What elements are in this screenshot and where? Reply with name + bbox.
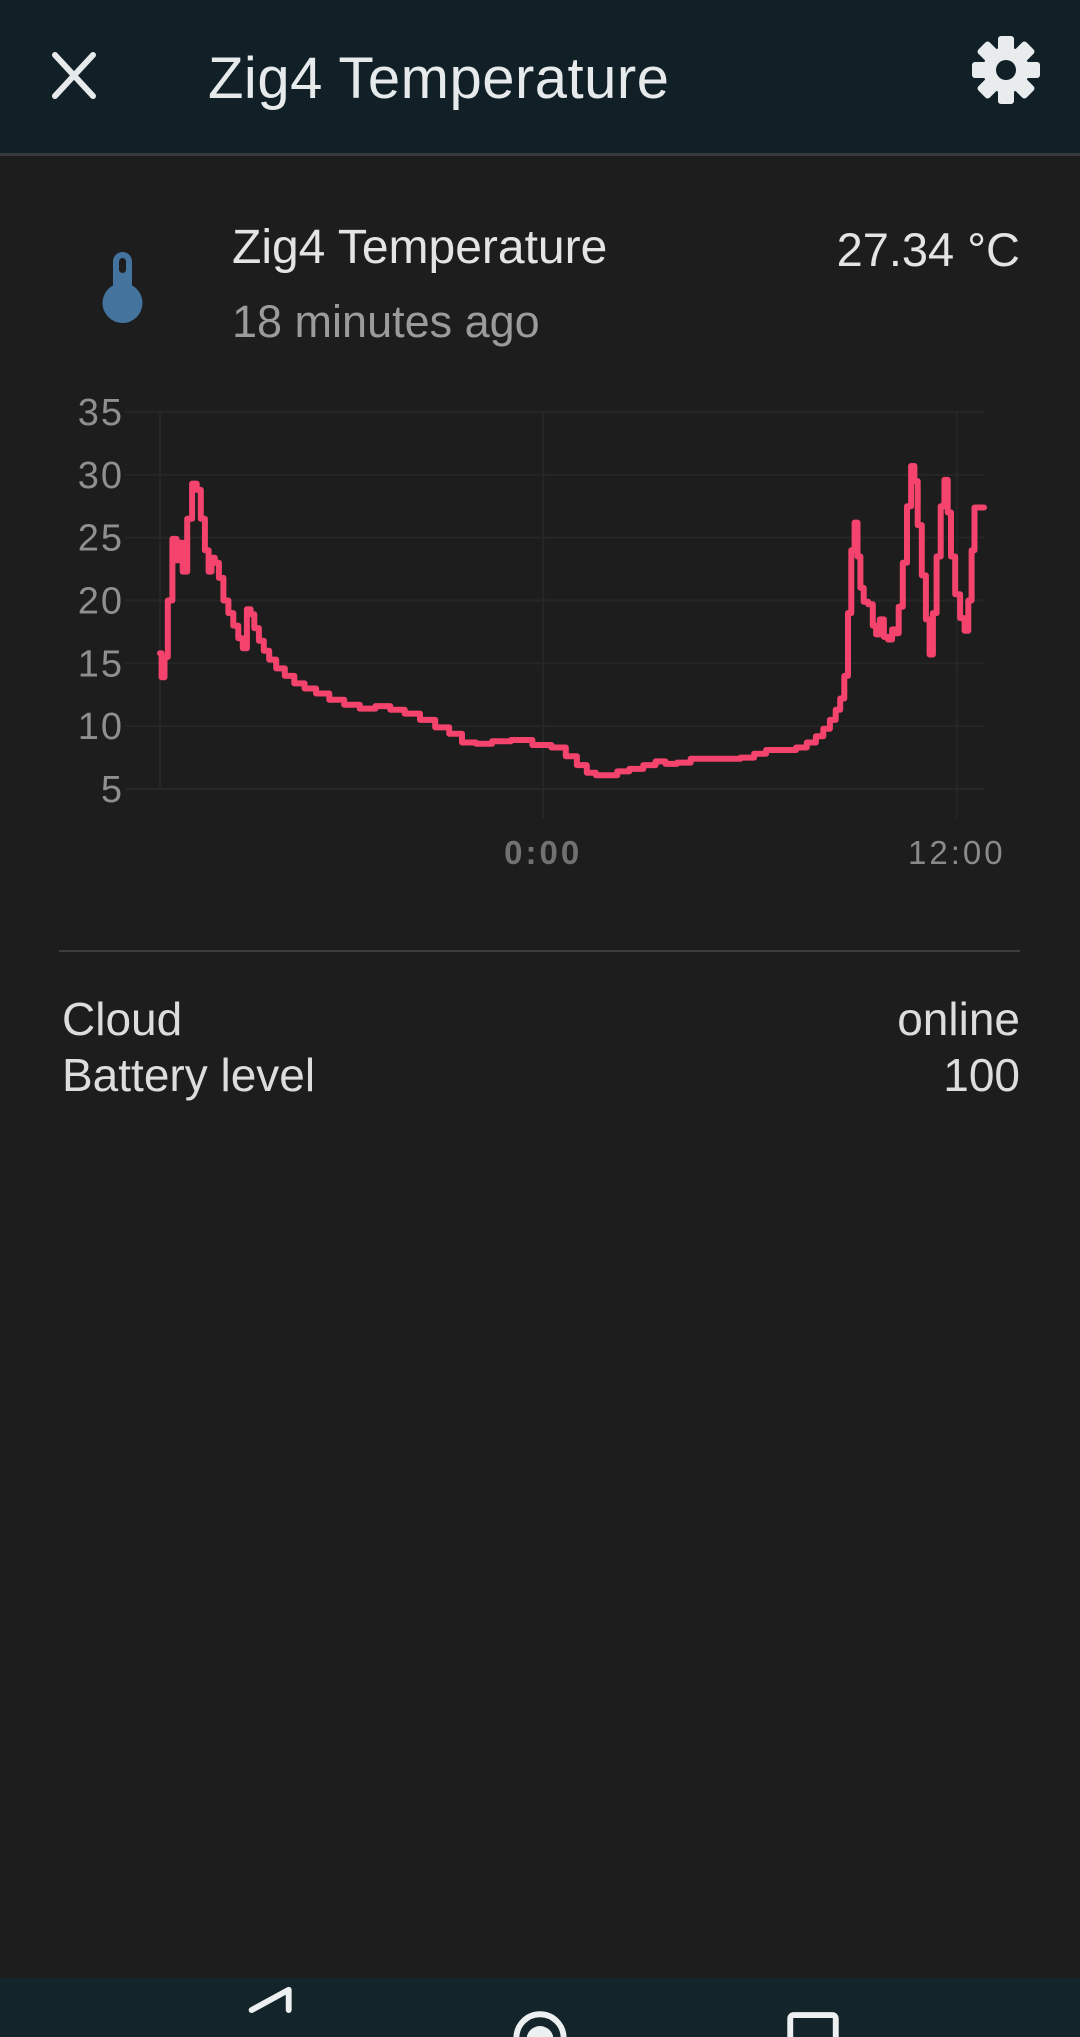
- y-axis-label: 5: [101, 769, 124, 811]
- close-icon: [52, 52, 96, 99]
- attribute-label: Cloud: [62, 993, 183, 1045]
- attribute-row: Cloud online: [62, 990, 1020, 1048]
- nav-recents-icon[interactable]: [778, 1978, 848, 2037]
- attribute-value: online: [897, 993, 1020, 1045]
- page-title: Zig4 Temperature: [208, 45, 670, 111]
- app-bar: Zig4 Temperature: [0, 0, 1080, 156]
- y-axis-label: 20: [78, 581, 124, 623]
- history-chart[interactable]: 35 30 25 20 15 10 5 0:00 12:00: [0, 380, 1080, 880]
- x-axis-label: 12:00: [908, 834, 1006, 871]
- y-axis-label: 30: [78, 455, 124, 497]
- attribute-row: Battery level 100: [62, 1046, 1020, 1104]
- gear-icon: [972, 36, 1040, 104]
- nav-back-icon[interactable]: [236, 1978, 306, 2037]
- last-changed-text: 18 minutes ago: [232, 296, 540, 347]
- attribute-label: Battery level: [62, 1049, 316, 1101]
- x-axis-label: 0:00: [504, 834, 582, 871]
- settings-button[interactable]: [962, 26, 1050, 114]
- attribute-value: 100: [943, 1049, 1020, 1101]
- temperature-line: [157, 463, 987, 779]
- entity-name: Zig4 Temperature: [232, 221, 608, 274]
- thermometer-icon: [102, 252, 143, 323]
- y-axis-label: 15: [78, 643, 124, 685]
- system-nav-bar: [0, 1978, 1080, 2037]
- nav-home-icon[interactable]: [505, 1978, 575, 2037]
- y-axis-label: 25: [78, 518, 124, 560]
- y-axis-label: 10: [78, 706, 124, 748]
- close-button[interactable]: [38, 38, 110, 110]
- attributes-divider: [59, 950, 1020, 952]
- entity-value: 27.34 °C: [836, 223, 1020, 276]
- y-axis-label: 35: [78, 392, 124, 434]
